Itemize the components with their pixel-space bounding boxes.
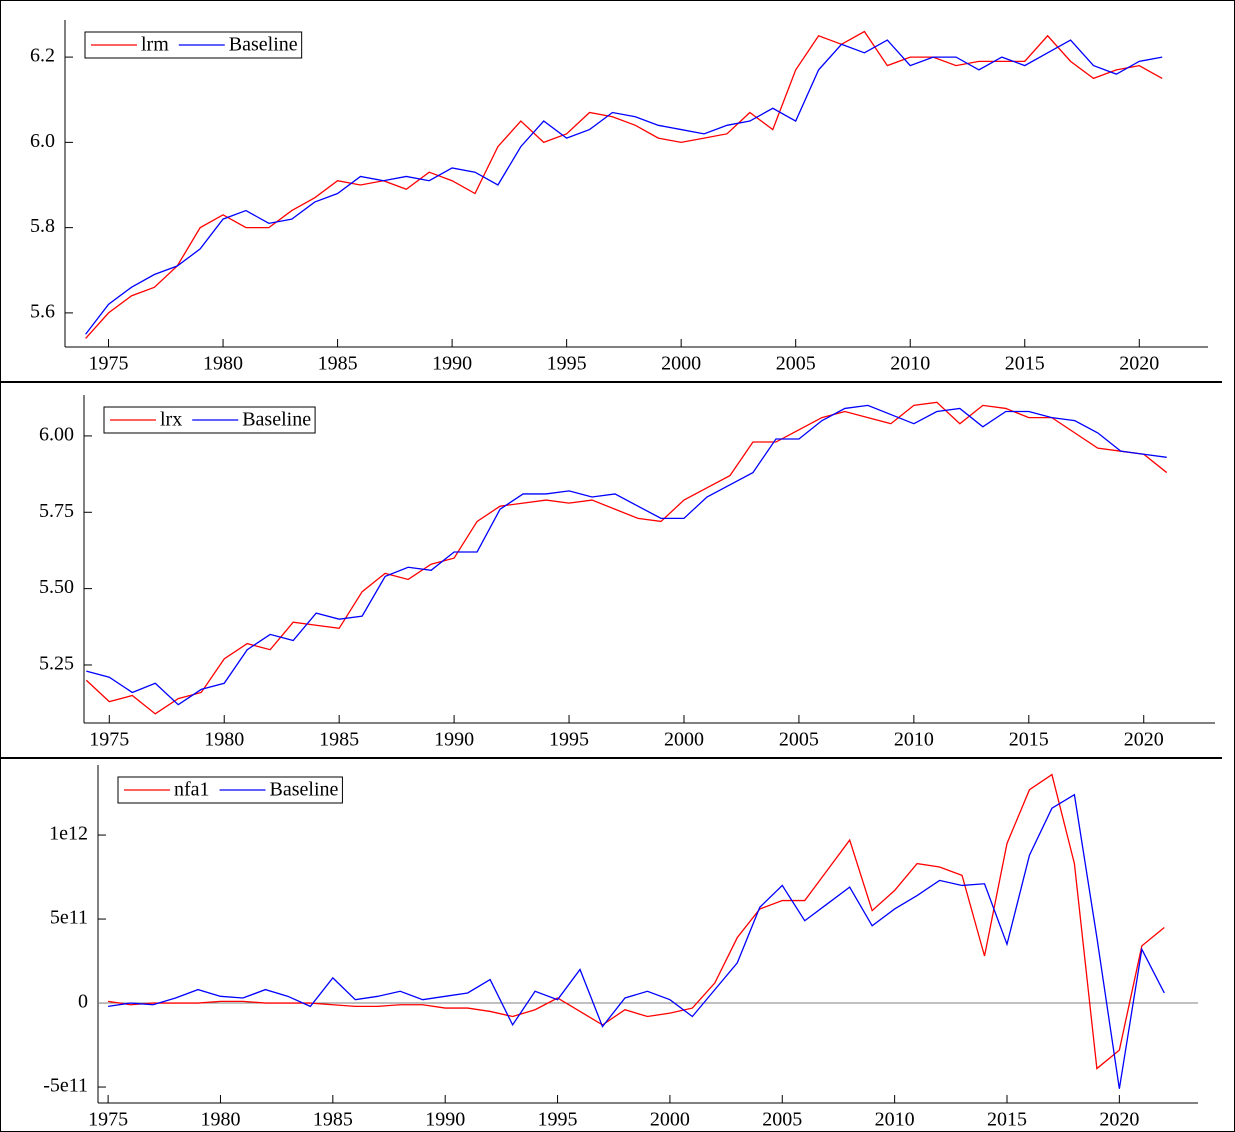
x-tick-label: 1985 <box>319 729 359 751</box>
y-tick-label: 6.2 <box>30 45 55 67</box>
legend: lrx Baseline <box>103 406 316 434</box>
x-tick-label: 1990 <box>434 729 474 751</box>
legend-label: Baseline <box>229 34 298 56</box>
y-tick-label: 5e11 <box>50 907 88 929</box>
x-tick-label: 1980 <box>203 353 243 375</box>
x-tick-label: 1985 <box>318 353 358 375</box>
x-tick-label: 2020 <box>1099 1109 1139 1131</box>
series-line <box>85 401 1168 715</box>
legend-label: Baseline <box>270 779 339 801</box>
y-tick-label: 5.8 <box>30 215 55 237</box>
y-tick-label: -5e11 <box>43 1075 88 1097</box>
y-tick-label: 6.0 <box>30 130 55 152</box>
panel: -5e11 0 5e11 1e12 1975 1980 1985 1990 1995 2000 20… <box>43 765 1198 1131</box>
legend: lrm Baseline <box>84 31 303 59</box>
x-tick-label: 2010 <box>875 1109 915 1131</box>
legend-label: Baseline <box>242 409 311 431</box>
x-tick-label: 2015 <box>987 1109 1027 1131</box>
series-line <box>85 30 1163 339</box>
x-tick-label: 1980 <box>204 729 244 751</box>
legend: nfa1 Baseline <box>117 776 343 804</box>
x-tick-label: 2005 <box>762 1109 802 1131</box>
series-line <box>108 773 1165 1070</box>
legend-label: lrx <box>160 409 182 431</box>
series-line <box>85 39 1163 335</box>
series-line <box>86 404 1167 706</box>
x-tick-label: 2015 <box>1009 729 1049 751</box>
x-tick-label: 2005 <box>776 353 816 375</box>
panel: 5.6 5.8 6.0 6.2 1975 1980 1985 1990 1995 2000 2005… <box>30 20 1208 375</box>
y-tick-label: 5.6 <box>30 300 55 322</box>
x-tick-label: 1985 <box>313 1109 353 1131</box>
x-tick-label: 2000 <box>650 1109 690 1131</box>
x-tick-label: 2020 <box>1119 353 1159 375</box>
x-tick-label: 1990 <box>432 353 472 375</box>
x-tick-label: 2015 <box>1005 353 1045 375</box>
x-tick-label: 1995 <box>538 1109 578 1131</box>
y-tick-label: 0 <box>78 991 88 1013</box>
y-tick-label: 1e12 <box>49 823 88 845</box>
x-tick-label: 2020 <box>1124 729 1164 751</box>
y-tick-label: 5.75 <box>39 500 74 522</box>
legend-label: lrm <box>141 34 169 56</box>
x-tick-label: 2000 <box>661 353 701 375</box>
x-tick-label: 2005 <box>779 729 819 751</box>
x-tick-label: 1975 <box>89 353 129 375</box>
x-tick-label: 1990 <box>425 1109 465 1131</box>
x-tick-label: 1975 <box>89 729 129 751</box>
y-tick-label: 5.25 <box>39 653 74 675</box>
x-tick-label: 2010 <box>890 353 930 375</box>
y-tick-label: 5.50 <box>39 576 74 598</box>
x-tick-label: 2010 <box>894 729 934 751</box>
x-tick-label: 1995 <box>547 353 587 375</box>
x-tick-label: 2000 <box>664 729 704 751</box>
y-tick-label: 6.00 <box>39 424 74 446</box>
x-tick-label: 1995 <box>549 729 589 751</box>
legend-label: nfa1 <box>174 779 210 801</box>
x-tick-label: 1975 <box>88 1109 128 1131</box>
series-line <box>108 793 1165 1089</box>
panel: 5.25 5.50 5.75 6.00 1975 1980 1985 1990 1995 2000… <box>39 395 1215 751</box>
x-tick-label: 1980 <box>200 1109 240 1131</box>
